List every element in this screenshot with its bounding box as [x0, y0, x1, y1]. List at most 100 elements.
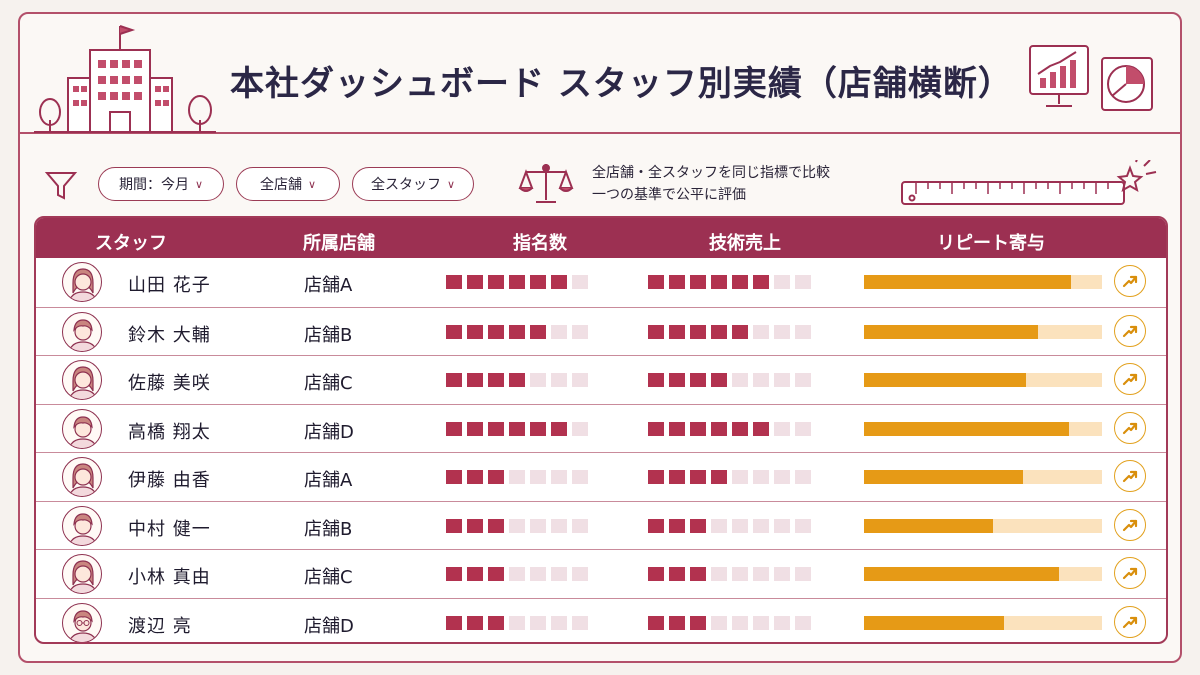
nominations-square [446, 275, 462, 289]
store-name: 店舗B [304, 324, 353, 346]
tech-sales-square [774, 615, 790, 630]
table-row[interactable]: 渡辺 亮 店舗D [36, 597, 1166, 642]
nominations-square [551, 421, 567, 436]
repeat-bar-fill [864, 567, 1060, 581]
store-filter[interactable]: 全店舗 ∨ [236, 167, 340, 201]
nominations-square [551, 567, 567, 581]
nominations-square [446, 567, 462, 581]
tech-sales-square [795, 324, 811, 339]
repeat-bar [864, 421, 1102, 436]
nominations-square [446, 615, 462, 630]
table-row[interactable]: 山田 花子 店舗A [36, 258, 1166, 307]
trend-up-icon[interactable] [1114, 265, 1146, 297]
tech-sales-square [669, 275, 685, 289]
tech-sales-square [774, 373, 790, 387]
trend-up-icon[interactable] [1114, 411, 1146, 444]
table-row[interactable]: 伊藤 由香 店舗A [36, 452, 1166, 501]
col-header-nominations: 指名数 [513, 233, 567, 254]
nominations-square [509, 470, 525, 484]
nominations-square [509, 275, 525, 289]
tech-sales-square [732, 421, 748, 436]
nominations-square [530, 324, 546, 339]
nominations-square [530, 615, 546, 630]
nominations-square [509, 567, 525, 581]
chevron-down-icon: ∨ [307, 177, 317, 191]
store-name: 店舗A [304, 275, 353, 296]
staff-filter[interactable]: 全スタッフ ∨ [352, 167, 474, 201]
tech-sales-square [711, 324, 727, 339]
staff-performance-table: スタッフ 所属店舗 指名数 技術売上 リピート寄与 山田 花子 店舗A 鈴木 大輔店… [34, 216, 1168, 644]
table-row[interactable]: 鈴木 大輔 店舗B [36, 306, 1166, 356]
tech-sales-meter [648, 518, 811, 533]
evaluation-note: 全店舗・全スタッフを同じ指標で比較 一つの基準で公平に評価 [592, 162, 882, 206]
tech-sales-square [711, 275, 727, 289]
store-name: 店舗B [304, 518, 353, 540]
repeat-bar [864, 470, 1102, 484]
period-filter[interactable]: 期間：今月 ∨ [98, 167, 224, 201]
table-row[interactable]: 小林 真由 店舗C [36, 549, 1166, 598]
tech-sales-square [795, 275, 811, 289]
table-row[interactable]: 佐藤 美咲 店舗C [36, 355, 1166, 404]
avatar [62, 602, 102, 642]
tech-sales-square [795, 470, 811, 484]
col-header-tech-sales: 技術売上 [709, 233, 781, 254]
tech-sales-square [690, 615, 706, 630]
nominations-square [530, 470, 546, 484]
nominations-square [530, 373, 546, 387]
pie-chart-icon [1101, 57, 1153, 111]
nominations-square [467, 324, 483, 339]
tech-sales-square [753, 324, 769, 339]
nominations-square [551, 275, 567, 289]
nominations-square [551, 615, 567, 630]
tech-sales-square [753, 567, 769, 581]
tech-sales-square [648, 470, 664, 484]
tech-sales-square [648, 324, 664, 339]
tech-sales-square [753, 615, 769, 630]
tech-sales-square [711, 421, 727, 436]
repeat-bar [864, 275, 1102, 289]
funnel-icon[interactable] [44, 168, 78, 202]
avatar [62, 311, 102, 352]
trend-up-icon[interactable] [1114, 314, 1146, 347]
chevron-down-icon: ∨ [446, 177, 456, 191]
filter-bar: 期間：今月 ∨ 全店舗 ∨ 全スタッフ ∨ 全店舗・全スタッフを同じ指標で比較 … [20, 154, 1180, 214]
avatar [62, 408, 102, 449]
table-header: スタッフ 所属店舗 指名数 技術売上 リピート寄与 [36, 218, 1166, 258]
trend-up-icon[interactable] [1114, 605, 1146, 638]
nominations-square [551, 518, 567, 533]
dashboard-frame: 本社ダッシュボード スタッフ別実績（店舗横断） 期間：今月 ∨ 全 [18, 12, 1182, 663]
nominations-square [509, 421, 525, 436]
header: 本社ダッシュボード スタッフ別実績（店舗横断） [20, 14, 1180, 134]
tech-sales-square [648, 615, 664, 630]
page-title: 本社ダッシュボード スタッフ別実績（店舗横断） [230, 64, 1013, 104]
tech-sales-square [774, 567, 790, 581]
nominations-square [446, 421, 462, 436]
repeat-bar [864, 324, 1102, 339]
repeat-bar [864, 373, 1102, 387]
tech-sales-square [669, 615, 685, 630]
tech-sales-square [795, 373, 811, 387]
tech-sales-square [648, 275, 664, 289]
nominations-square [467, 275, 483, 289]
trend-up-icon[interactable] [1114, 557, 1146, 589]
tech-sales-square [690, 373, 706, 387]
trend-up-icon[interactable] [1114, 460, 1146, 492]
nominations-square [572, 421, 588, 436]
nominations-square [572, 275, 588, 289]
nominations-meter [446, 421, 588, 436]
table-row[interactable]: 中村 健一 店舗B [36, 500, 1166, 550]
avatar [62, 262, 102, 302]
nominations-square [530, 421, 546, 436]
nominations-square [551, 324, 567, 339]
repeat-bar-fill [864, 470, 1024, 484]
tech-sales-square [690, 470, 706, 484]
nominations-meter [446, 518, 588, 533]
nominations-square [509, 373, 525, 387]
store-name: 店舗D [304, 421, 354, 443]
trend-up-icon[interactable] [1114, 363, 1146, 395]
tech-sales-square [753, 421, 769, 436]
trend-up-icon[interactable] [1114, 508, 1146, 541]
table-row[interactable]: 高橋 翔太 店舗D [36, 403, 1166, 453]
tech-sales-square [732, 470, 748, 484]
tech-sales-square [774, 324, 790, 339]
